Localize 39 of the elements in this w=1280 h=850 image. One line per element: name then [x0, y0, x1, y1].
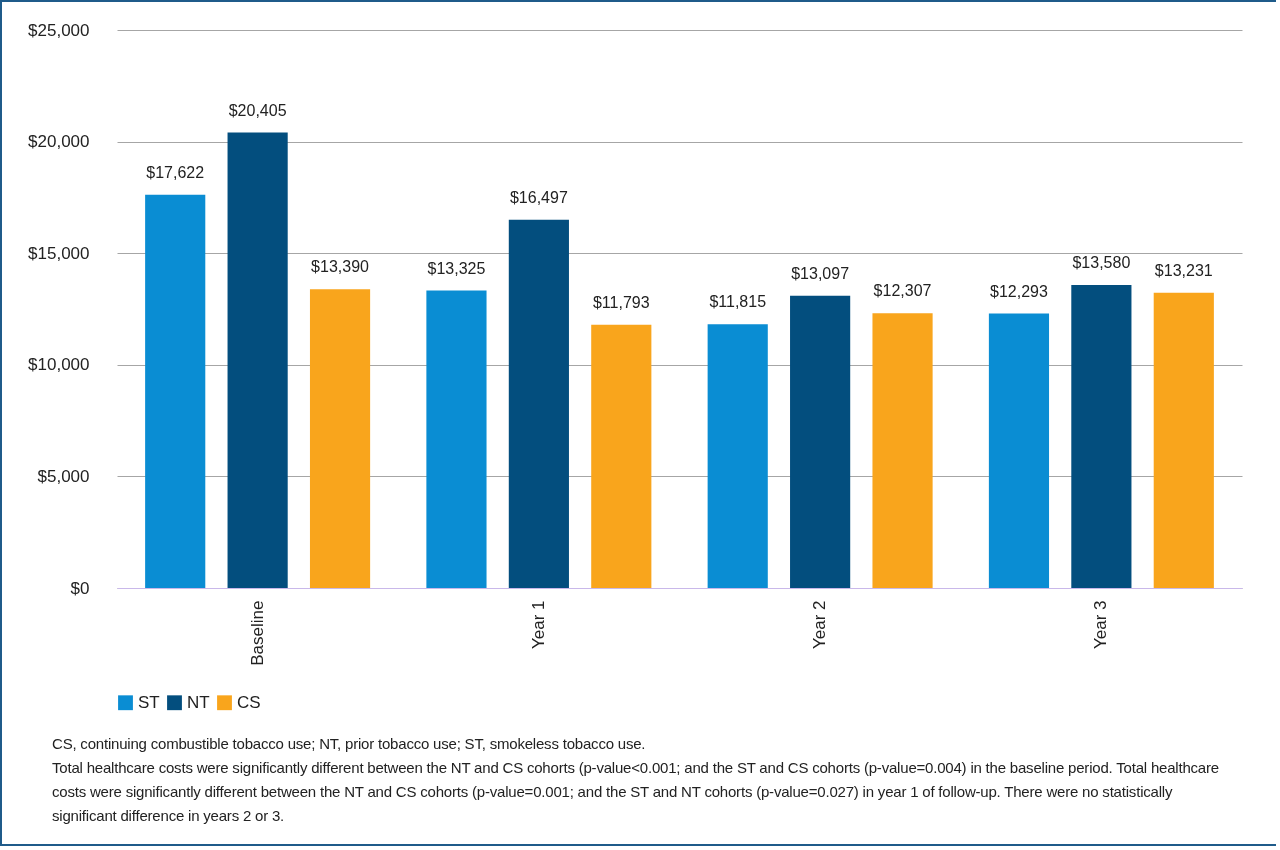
bar	[707, 324, 768, 588]
x-tick-label: Year 1	[528, 600, 548, 650]
y-tick-label: $25,000	[28, 20, 90, 40]
text: CS, continuing combustible tobacco use; NT, prior tobacco use; ST, smokeless tobacco use.	[52, 734, 647, 754]
bar	[508, 219, 569, 588]
data-label: $20,405	[228, 101, 287, 119]
bar	[790, 295, 851, 588]
y-tick-label: $20,000	[28, 132, 90, 152]
x-tick-label: Year 3	[1091, 600, 1111, 650]
bar	[1153, 292, 1214, 588]
bar	[988, 313, 1050, 588]
y-tick-label: $15,000	[28, 243, 90, 263]
x-tick-label: Year 2	[810, 600, 830, 650]
y-tick-label: $5,000	[37, 466, 90, 486]
legend-label: NT	[187, 692, 210, 712]
data-label: $16,497	[509, 188, 568, 206]
data-label: $12,293	[990, 282, 1048, 300]
bar	[872, 313, 933, 588]
legend-label: ST	[138, 692, 160, 712]
bar	[426, 290, 487, 588]
data-label: $11,793	[592, 293, 650, 311]
x-tick-label: Baseline	[247, 600, 267, 666]
data-label: $11,815	[709, 293, 767, 311]
data-label: $17,622	[146, 163, 205, 181]
data-label: $13,390	[311, 258, 370, 276]
bar	[145, 194, 206, 588]
data-label: $12,307	[873, 282, 932, 300]
data-label: $13,231	[1154, 261, 1213, 279]
data-label: $13,097	[791, 264, 850, 282]
y-tick-label: $10,000	[28, 355, 90, 375]
bar	[227, 132, 288, 588]
bar	[1071, 284, 1132, 588]
bar	[591, 324, 652, 588]
y-tick-label: $0	[70, 578, 90, 598]
text: Total healthcare costs were significantly different between the NT and CS cohorts (p-value<0.001; and the ST and CS cohorts (p-value=0.004) in the baseline period. Total healthcare costs were significantly different between the NT and CS cohorts (p-value=0.001; and the ST and NT cohorts (p-value=0.027) in year 1 of follow-up. There were no statistically significant difference in years 2 or 3.	[52, 758, 1220, 826]
data-label: $13,580	[1072, 253, 1131, 271]
data-label: $13,325	[427, 259, 486, 277]
bar	[309, 289, 371, 588]
legend-label: CS	[237, 692, 261, 712]
